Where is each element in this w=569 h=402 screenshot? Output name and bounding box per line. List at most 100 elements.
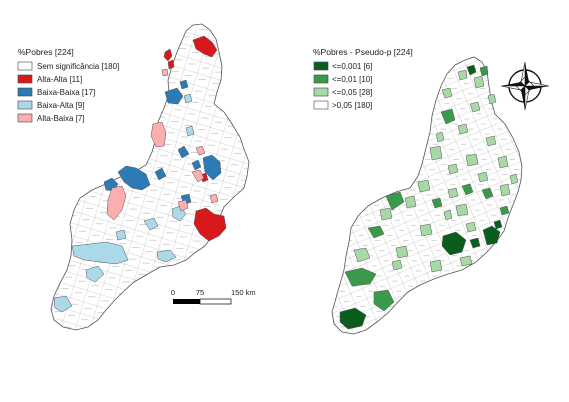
region-p001 <box>482 225 501 246</box>
region-p001 <box>441 231 467 256</box>
legend-swatch <box>17 61 33 71</box>
left-legend-item: Alta-Baixa [7] <box>17 113 85 123</box>
region-p05 <box>469 101 481 113</box>
legend-label: <=0,001 [6] <box>332 62 372 71</box>
region-p05 <box>417 179 431 193</box>
region-alta-baixa <box>195 145 206 156</box>
scale-segment-light <box>199 298 232 305</box>
region-p05 <box>497 155 509 169</box>
right-legend-item: >0,05 [180] <box>313 100 372 110</box>
left-legend-title: %Pobres [224] <box>18 47 74 57</box>
legend-label: Baixa-Baixa [17] <box>37 88 95 97</box>
pvalue-01-regions <box>344 65 510 312</box>
region-p05 <box>455 203 469 217</box>
right-legend-title: %Pobres - Pseudo-p [224] <box>313 47 413 57</box>
legend-swatch <box>17 74 33 84</box>
region-p05 <box>429 145 443 161</box>
region-baixa-baixa <box>177 145 190 159</box>
left-legend-item: Baixa-Alta [9] <box>17 100 85 110</box>
region-p05 <box>509 173 519 185</box>
region-baixa-alta <box>71 241 129 265</box>
region-alta-baixa <box>177 199 189 212</box>
legend-swatch <box>313 74 329 84</box>
left-legend-item: Baixa-Baixa [17] <box>17 87 95 97</box>
region-baixa-alta <box>53 295 73 313</box>
region-baixa-alta <box>143 217 159 231</box>
scale-label-150: 150 km <box>231 288 256 297</box>
region-p01 <box>481 187 494 200</box>
region-alta-alta <box>167 59 175 70</box>
left-legend-item: Sem significância [180] <box>17 61 119 71</box>
region-p05 <box>419 223 433 237</box>
region-p001 <box>466 64 477 76</box>
region-p05 <box>465 153 479 167</box>
region-baixa-baixa <box>154 167 167 181</box>
legend-swatch <box>313 61 329 71</box>
region-alta-baixa <box>191 169 205 183</box>
state-outline <box>331 56 523 335</box>
region-p05 <box>435 131 445 143</box>
scale-label-75: 75 <box>196 288 204 297</box>
legend-swatch <box>313 87 329 97</box>
left-legend: %Pobres [224] Sem significância [180] Al… <box>17 47 119 123</box>
legend-label: Baixa-Alta [9] <box>37 101 85 110</box>
legend-label: Alta-Alta [11] <box>37 75 82 84</box>
region-alta-alta <box>163 48 173 62</box>
region-p05 <box>429 259 443 273</box>
region-p05 <box>499 183 511 197</box>
region-baixa-baixa <box>179 79 189 90</box>
region-baixa-alta <box>85 265 105 283</box>
region-alta-alta <box>192 35 218 58</box>
region-p01 <box>440 108 456 125</box>
region-alta-baixa <box>150 121 167 148</box>
region-alta-baixa <box>209 193 219 204</box>
region-p05 <box>485 135 497 147</box>
region-p05 <box>465 221 477 233</box>
region-p01 <box>373 289 395 312</box>
scale-segment-dark <box>173 299 200 304</box>
scale-bar: 0 75 150 km <box>171 288 256 305</box>
region-p05 <box>487 93 497 105</box>
region-p05 <box>441 87 453 99</box>
region-baixa-alta <box>183 93 193 104</box>
right-legend-item: <=0,05 [28] <box>313 87 372 97</box>
legend-label: <=0,05 [28] <box>332 88 372 97</box>
region-baixa-baixa <box>191 159 202 171</box>
region-p01 <box>367 225 385 239</box>
right-legend-item: <=0,01 [10] <box>313 74 372 84</box>
region-p01 <box>461 183 474 196</box>
region-p05 <box>404 195 417 209</box>
legend-swatch <box>17 87 33 97</box>
region-p05 <box>477 171 489 183</box>
region-alta-baixa <box>161 68 169 77</box>
region-p05 <box>457 123 469 135</box>
region-p05 <box>447 163 459 175</box>
region-p01 <box>499 205 510 216</box>
scale-label-0: 0 <box>171 288 175 297</box>
alta-baixa-regions <box>106 68 219 221</box>
region-baixa-alta <box>185 125 195 137</box>
region-p05 <box>353 247 371 263</box>
region-alta-alta <box>193 207 227 242</box>
region-p05 <box>473 75 485 89</box>
region-p001 <box>469 237 481 249</box>
left-legend-item: Alta-Alta [11] <box>17 74 82 84</box>
region-alta-baixa <box>106 185 127 221</box>
baixa-alta-regions <box>53 93 195 313</box>
region-p05 <box>379 207 393 221</box>
region-baixa-alta <box>156 249 177 263</box>
region-p05 <box>457 69 468 81</box>
region-p05 <box>391 259 403 271</box>
right-legend: %Pobres - Pseudo-p [224] <=0,001 [6] <=0… <box>313 47 413 110</box>
legend-swatch <box>17 100 33 110</box>
legend-swatch <box>17 113 33 123</box>
region-p01 <box>344 267 377 287</box>
region-baixa-baixa <box>202 154 222 181</box>
pvalue-05-regions <box>353 69 519 273</box>
region-p01 <box>431 197 443 209</box>
region-p01 <box>385 191 405 211</box>
left-map: %Pobres [224] Sem significância [180] Al… <box>17 23 256 331</box>
region-p05 <box>459 255 473 267</box>
pvalue-001-regions <box>339 64 503 330</box>
